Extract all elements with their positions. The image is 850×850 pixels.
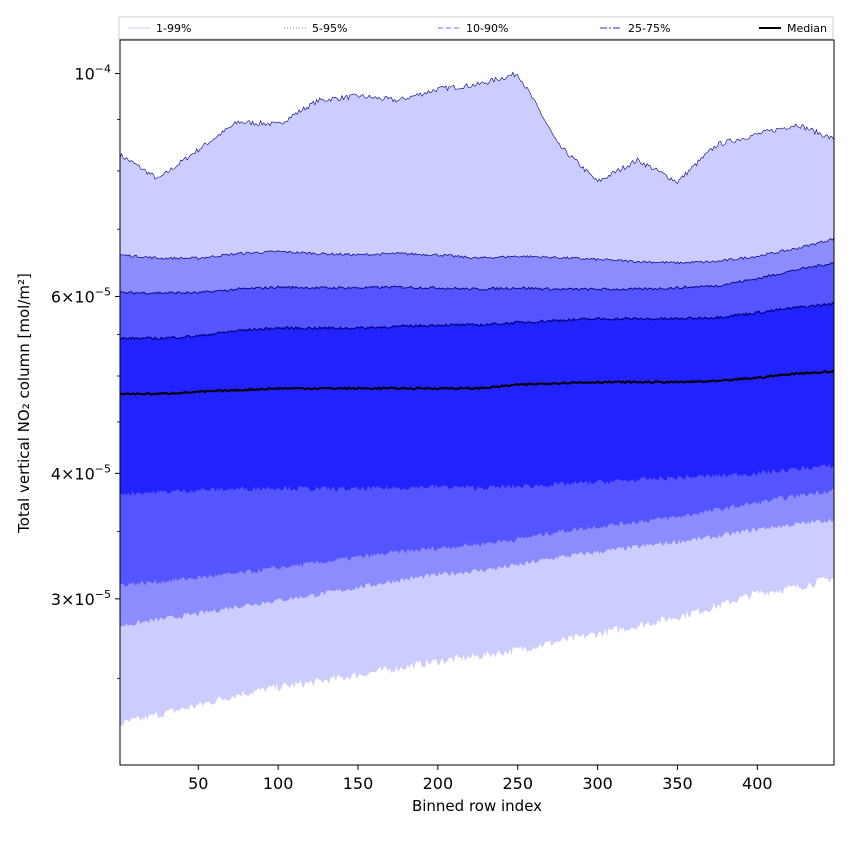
plot-frame <box>119 39 835 766</box>
lines-layer <box>120 71 834 396</box>
y-tick-label: 4×10−5 <box>51 462 111 483</box>
legend-label: 5-95% <box>312 22 347 35</box>
x-tick-label: 300 <box>582 774 613 793</box>
x-axis: 50 100 150 200 250 300 350 400 <box>188 765 773 793</box>
legend-label: 25-75% <box>628 22 670 35</box>
x-tick-label: 50 <box>188 774 208 793</box>
x-axis-label: Binned row index <box>412 797 542 815</box>
band-upper-edge-5-95pct <box>120 237 834 265</box>
y-tick-label: 6×10−5 <box>51 285 111 306</box>
legend-label: 10-90% <box>466 22 508 35</box>
x-tick-label: 150 <box>343 774 374 793</box>
y-axis-label: Total vertical NO₂ column [mol/m²] <box>15 273 33 534</box>
legend-label: 1-99% <box>156 22 191 35</box>
legend-label: Median <box>787 22 827 35</box>
x-tick-label: 400 <box>742 774 773 793</box>
bands-layer <box>120 72 834 726</box>
y-tick-label: 10−4 <box>74 63 111 84</box>
band-25-75pct <box>120 302 834 496</box>
legend-box <box>118 16 834 40</box>
x-tick-label: 250 <box>502 774 533 793</box>
legend: 1-99% 5-95% 10-90% 25-75% Median <box>118 16 834 40</box>
band-upper-edge-25-75pct <box>120 301 834 341</box>
x-tick-label: 200 <box>423 774 454 793</box>
y-axis: 3×10−5 4×10−5 6×10−5 10−4 <box>51 63 120 679</box>
band-upper-edge-10-90pct <box>120 262 834 295</box>
y-tick-label: 3×10−5 <box>51 588 111 609</box>
x-tick-label: 100 <box>263 774 294 793</box>
band-upper-edge-1-99pct <box>120 71 834 184</box>
x-tick-label: 350 <box>662 774 693 793</box>
median-line <box>120 369 834 396</box>
